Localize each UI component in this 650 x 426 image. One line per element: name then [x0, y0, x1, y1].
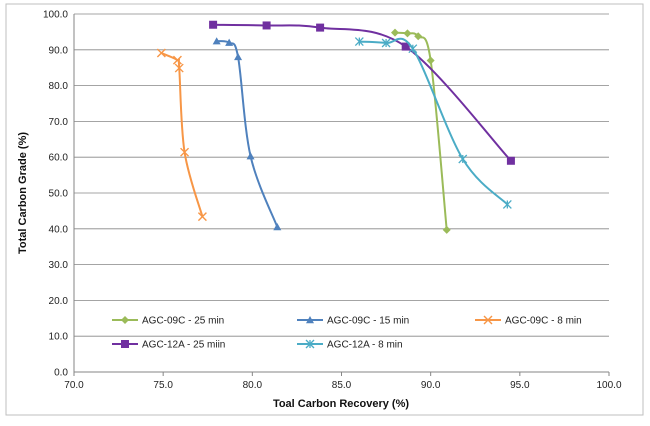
data-point: [403, 29, 412, 38]
series-group: [156, 20, 515, 234]
data-point: [180, 147, 190, 157]
legend-marker: [121, 340, 129, 348]
legend-label: AGC-12A - 25 miin: [142, 340, 225, 351]
data-point: [401, 42, 410, 51]
x-tick-label: 75.0: [153, 380, 173, 391]
y-tick-label: 80.0: [49, 81, 69, 92]
legend-marker: [305, 339, 315, 349]
data-point: [316, 23, 325, 32]
legend-entry: AGC-12A - 8 min: [297, 340, 403, 351]
legend-label: AGC-09C - 25 min: [142, 316, 224, 327]
x-tick-label: 90.0: [421, 380, 441, 391]
y-tick-label: 20.0: [49, 296, 69, 307]
x-axis-title: Toal Carbon Recovery (%): [273, 398, 409, 410]
data-point: [234, 52, 243, 61]
series-line: [216, 40, 279, 228]
y-tick-label: 60.0: [49, 153, 69, 164]
y-tick-label: 30.0: [49, 260, 69, 271]
x-tick-label: 100.0: [596, 380, 621, 391]
series-5: [354, 37, 512, 209]
gridlines: [74, 13, 609, 337]
series-1: [391, 28, 451, 234]
data-point: [246, 152, 255, 160]
data-point: [174, 63, 184, 73]
data-point: [506, 156, 515, 165]
legend: AGC-09C - 25 min AGC-09C - 15 min AGC-09C …: [112, 316, 582, 351]
data-point: [225, 38, 234, 46]
y-tick-label: 100.0: [43, 10, 68, 21]
legend-label: AGC-09C - 15 min: [327, 316, 409, 327]
x-tick-label: 70.0: [64, 380, 84, 391]
series-line: [359, 37, 509, 206]
tick-labels: 0.0 10.0 20.0 30.0 40.0 50.0 60.0 70.0 80.0 90.0 1…: [43, 10, 622, 392]
legend-marker: [121, 316, 129, 324]
data-point: [212, 37, 221, 45]
legend-marker: [483, 315, 493, 325]
series-line: [160, 52, 204, 217]
series-2: [212, 37, 282, 231]
y-tick-label: 70.0: [49, 117, 69, 128]
data-point: [391, 28, 399, 37]
data-point: [172, 55, 182, 65]
data-point: [381, 38, 391, 48]
legend-label: AGC-09C - 8 min: [505, 316, 582, 327]
y-tick-label: 10.0: [49, 332, 69, 343]
x-tick-label: 80.0: [243, 380, 263, 391]
legend-entry: AGC-09C - 25 min: [112, 316, 224, 327]
y-tick-label: 50.0: [49, 189, 69, 200]
data-point: [458, 154, 468, 164]
series-line: [213, 23, 512, 162]
data-point: [273, 223, 282, 231]
data-point: [354, 37, 364, 47]
legend-entry: AGC-09C - 15 min: [297, 316, 409, 327]
data-point: [502, 199, 512, 209]
data-point: [262, 21, 271, 30]
data-point: [426, 56, 435, 65]
chart-border: [5, 3, 644, 416]
legend-marker: [306, 316, 314, 324]
legend-entry: AGC-12A - 25 miin: [112, 340, 225, 351]
x-tick-label: 95.0: [510, 380, 530, 391]
data-point: [414, 32, 423, 41]
legend-entry: AGC-09C - 8 min: [475, 316, 582, 327]
data-point: [197, 212, 207, 222]
data-point: [442, 225, 451, 234]
legend-label: AGC-12A - 8 min: [327, 340, 403, 351]
data-point: [156, 48, 166, 58]
series-4: [209, 20, 515, 165]
y-tick-label: 90.0: [49, 45, 69, 56]
y-tick-label: 0.0: [54, 368, 68, 379]
data-point: [408, 44, 418, 54]
x-tick-label: 85.0: [332, 380, 352, 391]
y-axis-title: Total Carbon Grade (%): [17, 132, 29, 254]
data-point: [209, 20, 218, 29]
series-3: [156, 48, 207, 222]
y-tick-label: 40.0: [49, 224, 69, 235]
